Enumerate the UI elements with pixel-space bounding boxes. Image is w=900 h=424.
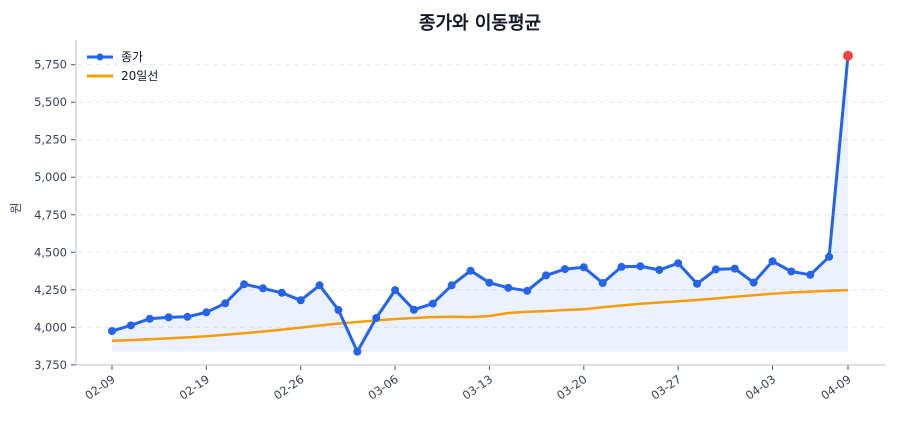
data-point-marker <box>787 267 796 276</box>
x-tick-label: 03-27 <box>648 372 683 403</box>
data-point-marker <box>428 299 437 308</box>
data-point-marker <box>296 296 305 305</box>
legend-close-label: 종가 <box>121 50 143 64</box>
data-point-marker <box>768 257 777 266</box>
data-point-marker <box>485 278 494 287</box>
data-point-marker <box>334 306 343 315</box>
data-point-marker <box>636 262 645 271</box>
close-price-markers <box>108 252 834 356</box>
close-area-fill <box>112 55 848 352</box>
y-axis-label: 원 <box>9 202 23 213</box>
data-point-marker <box>655 265 664 274</box>
data-point-marker <box>560 265 569 274</box>
y-tick-label: 5,000 <box>34 170 67 184</box>
data-point-marker <box>372 313 381 322</box>
x-tick-label: 02-19 <box>177 372 212 403</box>
data-point-marker <box>277 288 286 297</box>
y-tick-label: 5,250 <box>34 133 67 147</box>
x-tick-label: 04-03 <box>743 372 778 403</box>
x-tick-label: 04-09 <box>818 372 853 403</box>
x-tick-label: 03-20 <box>554 372 589 403</box>
data-point-marker <box>145 314 154 323</box>
data-point-marker <box>391 286 400 295</box>
data-point-marker <box>126 321 135 330</box>
data-point-marker <box>183 312 192 321</box>
x-tick-label: 03-06 <box>365 372 400 403</box>
data-point-marker <box>353 347 362 356</box>
y-tick-label: 5,750 <box>34 58 67 72</box>
data-point-marker <box>315 281 324 290</box>
data-point-marker <box>693 279 702 288</box>
data-point-marker <box>504 283 513 292</box>
y-tick-label: 4,500 <box>34 245 67 259</box>
data-point-marker <box>825 252 834 261</box>
data-point-marker <box>542 271 551 280</box>
data-point-marker <box>806 270 815 279</box>
data-point-marker <box>409 305 418 314</box>
last-point-highlight <box>843 50 853 61</box>
data-point-marker <box>674 259 683 268</box>
data-point-marker <box>258 284 267 293</box>
y-tick-label: 3,750 <box>34 358 67 372</box>
data-point-marker <box>447 281 456 290</box>
data-point-marker <box>221 299 230 308</box>
legend-close-marker-icon <box>96 53 104 61</box>
data-point-marker <box>466 266 475 275</box>
legend: 종가 20일선 <box>87 50 158 83</box>
x-axis-ticks: 02-09 02-19 02-26 03-06 03-13 03-20 03-27 04-03… <box>82 365 854 403</box>
y-tick-label: 4,750 <box>34 208 67 222</box>
chart-title: 종가와 이동평균 <box>419 13 541 34</box>
x-tick-label: 02-26 <box>271 372 306 403</box>
data-point-marker <box>598 279 607 288</box>
data-point-marker <box>579 263 588 272</box>
y-tick-label: 5,500 <box>34 95 67 109</box>
y-axis-ticks: 3,750 4,000 4,250 4,500 4,750 5,000 5,250 5,500… <box>34 58 76 372</box>
data-point-marker <box>164 313 173 322</box>
y-tick-label: 4,250 <box>34 283 67 297</box>
y-tick-label: 4,000 <box>34 320 67 334</box>
ma20-line <box>111 288 849 343</box>
data-point-marker <box>711 265 720 274</box>
close-price-line <box>111 55 850 354</box>
x-tick-label: 02-09 <box>82 372 117 403</box>
data-point-marker <box>749 278 758 287</box>
data-point-marker <box>617 262 626 271</box>
data-point-marker <box>240 280 249 289</box>
x-tick-label: 03-13 <box>460 372 495 403</box>
data-point-marker <box>108 327 116 336</box>
data-point-marker <box>202 308 211 317</box>
data-point-marker <box>523 286 532 295</box>
data-point-marker <box>730 264 739 273</box>
legend-ma20-label: 20일선 <box>121 69 158 83</box>
